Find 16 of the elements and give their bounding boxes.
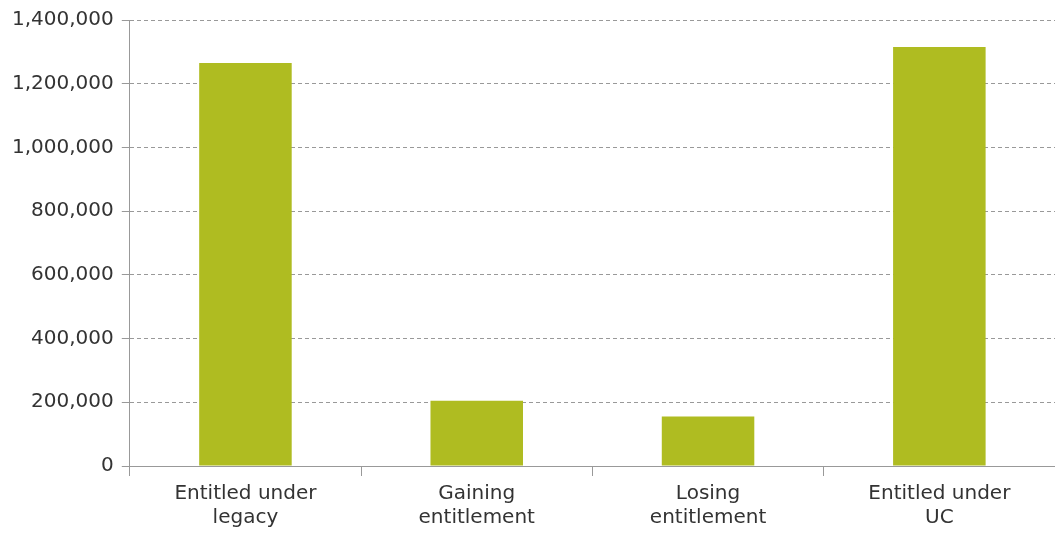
y-tick-label: 400,000 [31, 324, 114, 349]
bar [893, 47, 986, 466]
y-tick-label: 800,000 [31, 197, 114, 222]
y-tick-label: 1,000,000 [11, 133, 114, 158]
x-tick-label: Losing entitlement [649, 480, 767, 529]
bar [661, 416, 755, 466]
y-tick-label: 600,000 [31, 261, 114, 286]
x-tick-label: Gaining entitlement [418, 480, 536, 529]
bar [199, 63, 292, 466]
y-tick-label: 1,400,000 [11, 6, 114, 31]
x-tick-label: Entitled under legacy [174, 480, 318, 529]
x-tick-label: Entitled under UC [868, 480, 1012, 529]
y-tick-label: 0 [101, 452, 114, 477]
bar [430, 400, 523, 466]
y-tick-label: 1,200,000 [11, 69, 114, 94]
y-tick-label: 200,000 [31, 388, 114, 413]
